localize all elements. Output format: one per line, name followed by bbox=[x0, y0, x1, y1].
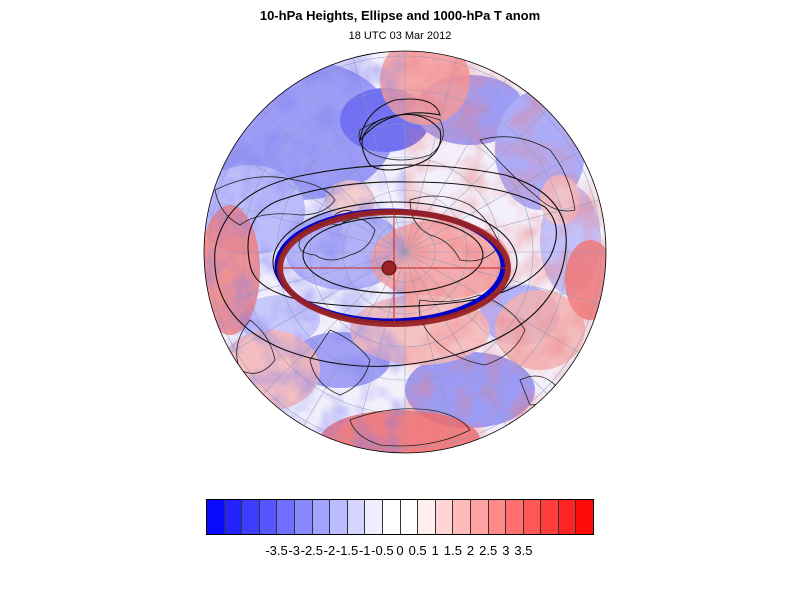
colorbar-swatch bbox=[330, 500, 348, 534]
height-contours bbox=[214, 98, 567, 367]
colorbar-swatch bbox=[347, 500, 366, 534]
colorbar-swatch bbox=[365, 500, 383, 534]
colorbar-swatch bbox=[294, 500, 313, 534]
colorbar-tick-label: -1.5 bbox=[335, 543, 359, 558]
colorbar-tick-label: 0.5 bbox=[408, 543, 427, 558]
colorbar-tick-label: -2 bbox=[323, 543, 336, 558]
colorbar-tick-label: -2.5 bbox=[300, 543, 324, 558]
colorbar-swatch bbox=[242, 500, 260, 534]
ellipse-center-marker bbox=[381, 260, 397, 276]
colorbar-tick-label: -3.5 bbox=[265, 543, 288, 558]
colorbar: -3.5 -3 -2.5 -2 -1.5 -1 -0.5 0 0.5 1 1.5 2 2.5 3 3.5 bbox=[206, 499, 594, 563]
colorbar-swatch bbox=[576, 500, 594, 534]
polar-map bbox=[203, 50, 607, 454]
colorbar-tick-label: -3 bbox=[288, 543, 300, 558]
colorbar-swatch bbox=[506, 500, 524, 534]
colorbar-tick-label: -0.5 bbox=[371, 543, 394, 558]
colorbar-tick-label: 0 bbox=[396, 543, 404, 558]
colorbar-swatches bbox=[206, 499, 594, 535]
colorbar-tick-label: -1 bbox=[358, 543, 371, 558]
colorbar-swatch bbox=[382, 500, 401, 534]
colorbar-swatch bbox=[400, 500, 419, 534]
colorbar-swatch bbox=[224, 500, 243, 534]
map-title: 10-hPa Heights, Ellipse and 1000-hPa T a… bbox=[259, 8, 541, 23]
colorbar-swatch bbox=[277, 500, 295, 534]
colorbar-swatch bbox=[541, 500, 559, 534]
colorbar-swatch bbox=[488, 500, 507, 534]
map-subtitle: 18 UTC 03 Mar 2012 bbox=[348, 30, 452, 42]
colorbar-swatch bbox=[523, 500, 542, 534]
colorbar-swatch bbox=[435, 500, 454, 534]
colorbar-swatch bbox=[558, 500, 577, 534]
colorbar-tick-label: 2.5 bbox=[479, 543, 498, 558]
colorbar-tick-label: 1 bbox=[431, 543, 439, 558]
colorbar-swatch bbox=[470, 500, 489, 534]
temperature-anomaly-field bbox=[204, 51, 606, 453]
map-boundary bbox=[203, 50, 607, 454]
colorbar-tick-label: 3.5 bbox=[514, 543, 533, 558]
colorbar-swatch bbox=[207, 500, 225, 534]
colorbar-labels: -3.5 -3 -2.5 -2 -1.5 -1 -0.5 0 0.5 1 1.5 2 2.5 3 3.5 bbox=[206, 543, 594, 563]
colorbar-tick-label: 1.5 bbox=[443, 543, 462, 558]
colorbar-swatch bbox=[453, 500, 471, 534]
colorbar-swatch bbox=[418, 500, 436, 534]
colorbar-swatch bbox=[259, 500, 278, 534]
colorbar-tick-label: 3 bbox=[502, 543, 510, 558]
colorbar-swatch bbox=[312, 500, 331, 534]
colorbar-tick-label: 2 bbox=[466, 543, 475, 558]
graticule bbox=[204, 51, 606, 453]
